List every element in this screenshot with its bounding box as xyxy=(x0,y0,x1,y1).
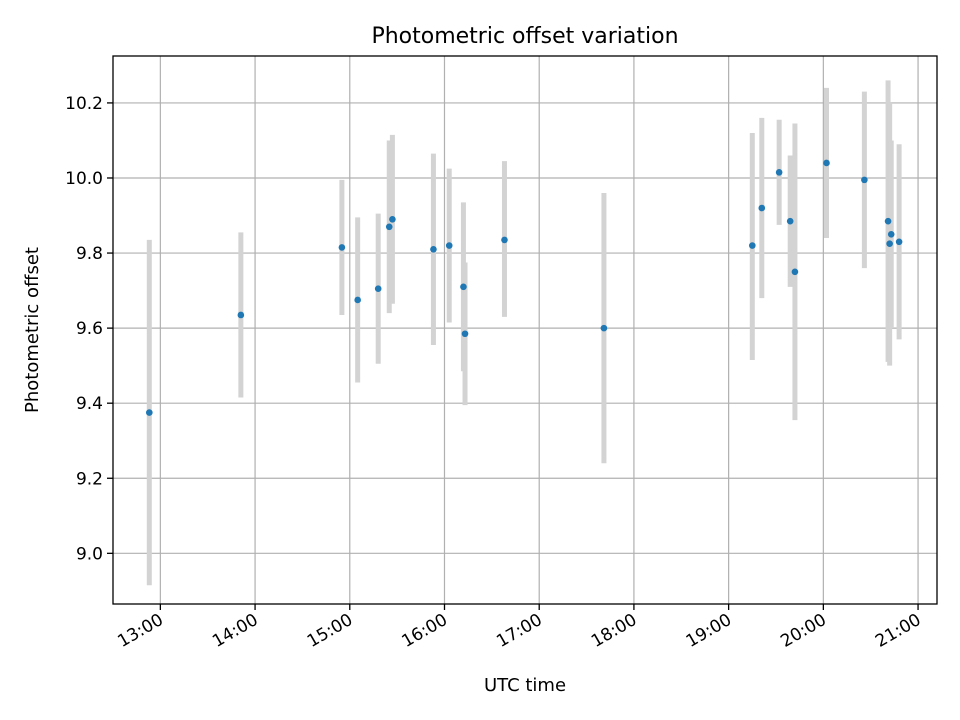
y-tick-label: 9.8 xyxy=(76,244,103,264)
data-point xyxy=(460,283,467,291)
data-point xyxy=(445,242,453,249)
data-point xyxy=(600,324,608,332)
y-tick-label: 9.2 xyxy=(76,469,103,489)
data-point xyxy=(389,215,396,223)
data-point xyxy=(895,238,903,246)
data-point xyxy=(461,330,469,338)
x-tick-label: 13:00 xyxy=(114,610,166,652)
error-bars xyxy=(146,80,902,586)
y-tick-label: 9.4 xyxy=(76,394,103,414)
data-point xyxy=(749,242,756,249)
data-point xyxy=(338,244,346,251)
x-tick-label: 21:00 xyxy=(872,610,924,652)
data-point xyxy=(886,240,893,247)
data-point xyxy=(775,169,783,176)
y-tick-label: 10.2 xyxy=(65,94,103,114)
x-tick-label: 14:00 xyxy=(209,610,261,652)
x-tick-label: 20:00 xyxy=(777,610,829,652)
data-point xyxy=(385,223,393,231)
data-point xyxy=(887,230,895,238)
data-point xyxy=(501,236,508,244)
x-tick-label: 17:00 xyxy=(493,610,545,652)
y-axis-ticks: 9.0 9.2 9.4 9.6 9.8 10.0 10.2 xyxy=(65,94,113,564)
data-point xyxy=(823,159,830,167)
data-points xyxy=(146,159,903,416)
x-tick-label: 19:00 xyxy=(683,610,735,652)
data-point xyxy=(430,246,437,253)
data-point xyxy=(791,268,799,276)
x-axis-ticks: 13:00 14:00 15:00 16:00 17:00 18:00 19:00 20:00… xyxy=(114,604,925,652)
plot-frame xyxy=(112,55,938,605)
y-tick-label: 10.0 xyxy=(65,169,103,189)
x-tick-label: 15:00 xyxy=(304,610,356,652)
data-point xyxy=(237,311,245,319)
data-point xyxy=(758,204,766,212)
y-tick-label: 9.6 xyxy=(76,319,103,339)
data-point xyxy=(861,176,868,184)
y-axis-label: Photometric offset xyxy=(22,247,43,413)
x-tick-label: 16:00 xyxy=(399,610,451,652)
data-point xyxy=(374,285,382,293)
chart-title: Photometric offset variation xyxy=(371,24,678,49)
y-tick-label: 9.0 xyxy=(76,544,103,564)
grid-lines xyxy=(113,56,937,604)
data-point xyxy=(884,217,892,225)
x-axis-label: UTC time xyxy=(484,675,566,696)
data-point xyxy=(786,217,794,225)
x-tick-label: 18:00 xyxy=(588,610,640,652)
data-point xyxy=(354,296,361,304)
data-point xyxy=(146,409,153,416)
